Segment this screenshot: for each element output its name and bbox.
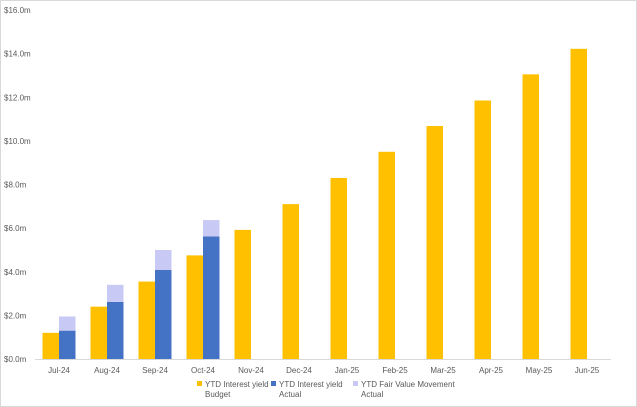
x-tick-label: Feb-25 (382, 366, 408, 375)
legend-label: YTD Interest yield (279, 380, 343, 389)
bar-budget (522, 74, 539, 360)
x-tick-label: Mar-25 (430, 366, 456, 375)
bar-actual-interest (107, 301, 124, 359)
bar-actual-fair-value (107, 284, 124, 302)
y-tick-label: $6.0m (4, 224, 27, 233)
x-tick-label: Nov-24 (238, 366, 264, 375)
y-tick-label: $2.0m (4, 311, 27, 320)
bar-actual-fair-value (203, 220, 220, 237)
legend-label: Budget (205, 390, 231, 399)
bar-budget (282, 204, 299, 359)
bars (42, 48, 587, 360)
legend-swatch (197, 381, 202, 386)
legend-label: YTD Interest yield (205, 380, 269, 389)
x-tick-label: Jan-25 (335, 366, 360, 375)
y-tick-label: $12.0m (4, 93, 31, 102)
legend-swatch (271, 381, 276, 386)
bar-actual-interest (59, 330, 76, 359)
legend-label: YTD Fair Value Movement (361, 380, 455, 389)
x-tick-label: Sep-24 (142, 366, 168, 375)
bar-actual-fair-value (155, 249, 172, 271)
y-tick-label: $0.0m (4, 355, 27, 364)
y-tick-label: $14.0m (4, 50, 31, 59)
bar-budget (570, 48, 587, 360)
bar-actual-interest (203, 236, 220, 359)
bar-actual-interest (155, 270, 172, 359)
y-tick-label: $16.0m (4, 6, 31, 15)
legend-label: Actual (279, 390, 301, 399)
y-axis: $0.0m $2.0m $4.0m $6.0m $8.0m $10.0m $12.0m $14… (4, 6, 31, 364)
y-tick-label: $8.0m (4, 181, 27, 190)
bar-budget (138, 281, 155, 359)
bar-budget (426, 126, 443, 359)
bar-budget (234, 229, 251, 359)
legend-label: Actual (361, 390, 383, 399)
y-tick-label: $4.0m (4, 268, 27, 277)
bar-budget (90, 306, 107, 359)
bar-actual-fair-value (59, 316, 76, 331)
x-axis: Jul-24 Aug-24 Sep-24 Oct-24 Nov-24 Dec-24 Jan-… (35, 359, 611, 375)
x-tick-label: Jun-25 (575, 366, 600, 375)
x-tick-label: Dec-24 (286, 366, 312, 375)
bar-budget (330, 177, 347, 359)
x-tick-label: Jul-24 (48, 366, 70, 375)
bar-budget (378, 151, 395, 359)
x-tick-label: May-25 (526, 366, 553, 375)
x-tick-label: Apr-25 (479, 366, 504, 375)
x-tick-label: Aug-24 (94, 366, 120, 375)
y-tick-label: $10.0m (4, 137, 31, 146)
x-tick-label: Oct-24 (191, 366, 216, 375)
bar-budget (42, 332, 59, 359)
bar-budget (186, 255, 203, 359)
bar-budget (474, 100, 491, 359)
legend-swatch (353, 381, 358, 386)
